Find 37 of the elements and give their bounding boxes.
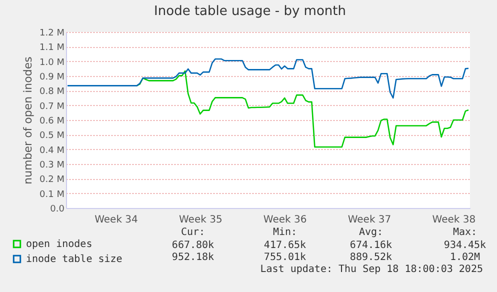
y-tick-label: 0.1 M bbox=[40, 190, 64, 200]
y-tick-label: 0.9 M bbox=[40, 72, 64, 82]
text: 1.02M bbox=[450, 252, 480, 263]
text: 667.80k bbox=[172, 240, 214, 251]
text: 934.45k bbox=[444, 240, 486, 251]
x-tick-label: Week 35 bbox=[179, 214, 222, 226]
x-tick-label: Week 37 bbox=[348, 214, 392, 226]
y-tick-label: 0.6 M bbox=[40, 116, 64, 126]
text: Avg: bbox=[358, 227, 384, 238]
y-tick-label: 0.7 M bbox=[40, 102, 64, 112]
x-tick-label: Week 34 bbox=[94, 214, 138, 226]
text: 674.16k bbox=[350, 240, 392, 251]
y-tick-label: 0.8 M bbox=[40, 87, 64, 98]
line-series bbox=[66, 58, 470, 99]
chart-title: Inode table usage - by month bbox=[154, 4, 346, 19]
text: Cur: bbox=[180, 227, 206, 238]
legend-label: inode table size bbox=[26, 254, 122, 265]
text: Min: bbox=[272, 227, 298, 238]
y-tick-label: 1.1 M bbox=[40, 43, 64, 54]
text: Last update: Thu Sep 18 18:00:03 2025 bbox=[260, 264, 483, 275]
legend-label: open inodes bbox=[26, 239, 92, 250]
text: 889.52k bbox=[350, 252, 392, 263]
line-series bbox=[136, 70, 470, 148]
y-tick-label: 1.0 M bbox=[40, 58, 64, 68]
x-tick-label: Week 36 bbox=[263, 214, 307, 226]
text: Max: bbox=[452, 227, 478, 238]
y-tick-label: 0.5 M bbox=[40, 131, 64, 142]
y-tick-label: 0.0 bbox=[50, 204, 65, 214]
y-tick-label: 0.2 M bbox=[40, 175, 64, 186]
text: 755.01k bbox=[264, 252, 306, 263]
y-tick-label: 0.4 M bbox=[40, 146, 64, 156]
y-tick-label: 0.3 M bbox=[40, 160, 64, 170]
text: 417.65k bbox=[264, 240, 306, 251]
y-axis-title: number of open inodes bbox=[22, 56, 35, 184]
text: 952.18k bbox=[172, 252, 214, 263]
x-tick-label: Week 38 bbox=[432, 214, 476, 226]
y-tick-label: 1.2 M bbox=[40, 28, 64, 38]
